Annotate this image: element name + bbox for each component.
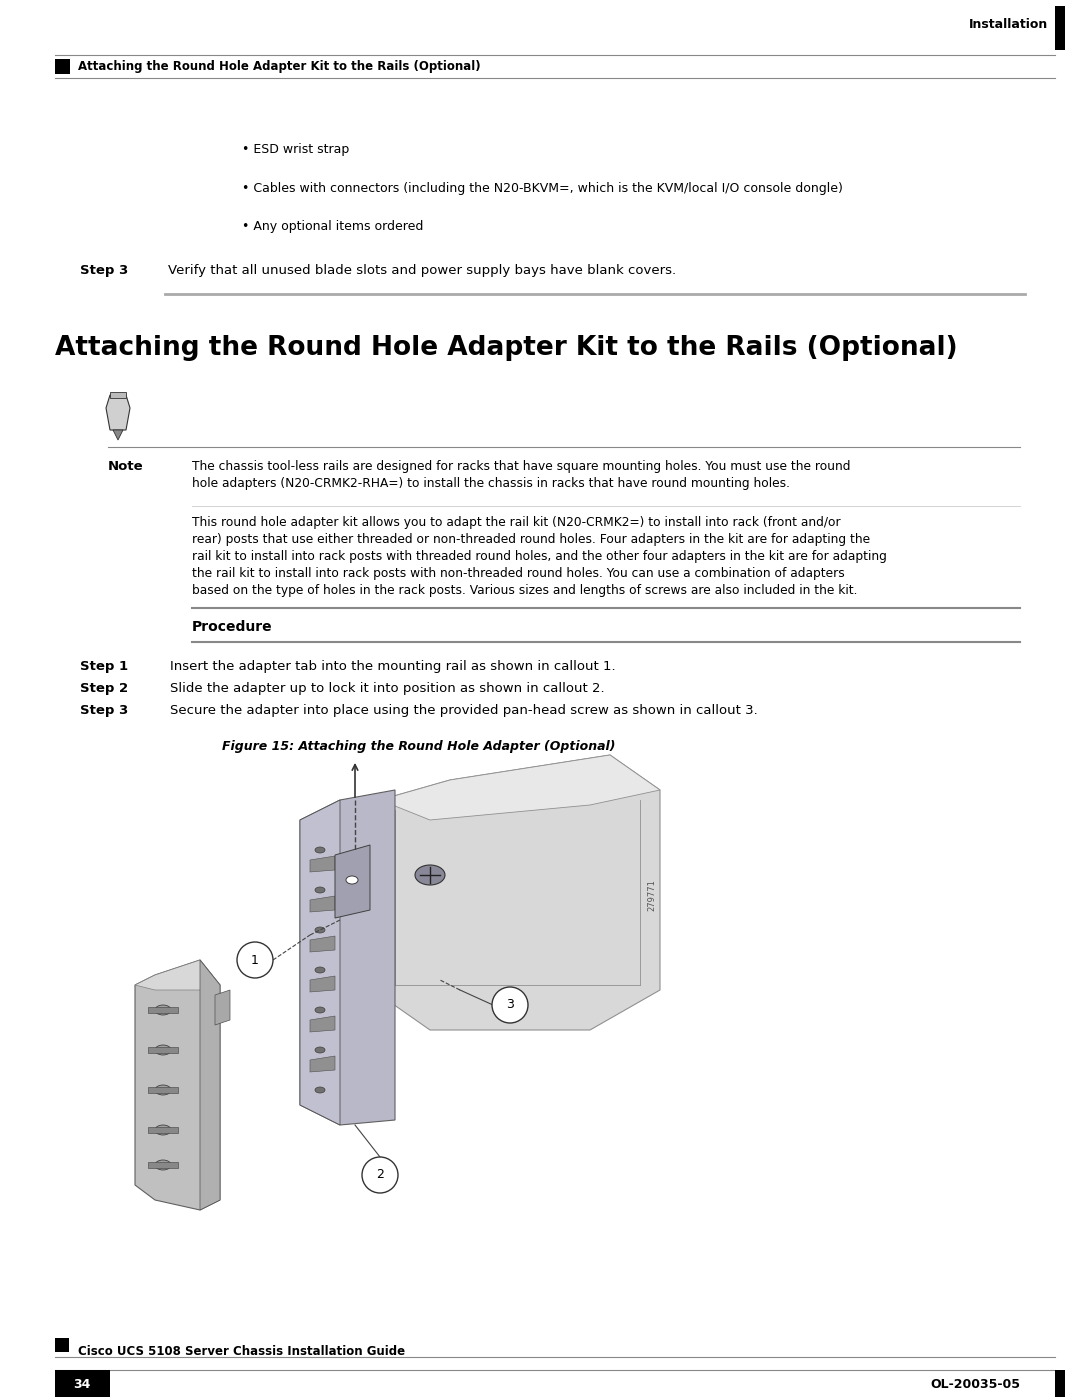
Text: Step 3: Step 3: [80, 704, 129, 717]
Ellipse shape: [315, 967, 325, 972]
Text: 1: 1: [251, 954, 259, 967]
Polygon shape: [135, 960, 220, 990]
Ellipse shape: [315, 1087, 325, 1092]
Text: Figure 15: Attaching the Round Hole Adapter (Optional): Figure 15: Attaching the Round Hole Adap…: [222, 740, 616, 753]
Ellipse shape: [315, 887, 325, 893]
Text: Cisco UCS 5108 Server Chassis Installation Guide: Cisco UCS 5108 Server Chassis Installati…: [78, 1345, 405, 1358]
Polygon shape: [310, 936, 335, 951]
Polygon shape: [380, 754, 660, 820]
Ellipse shape: [315, 1007, 325, 1013]
Ellipse shape: [156, 1045, 171, 1055]
Ellipse shape: [346, 876, 357, 884]
Polygon shape: [200, 960, 220, 1210]
Bar: [1055, 6, 1065, 50]
Text: 2: 2: [376, 1168, 383, 1182]
Text: Step 1: Step 1: [80, 659, 129, 673]
Polygon shape: [300, 789, 395, 1125]
Text: • Any optional items ordered: • Any optional items ordered: [242, 219, 423, 233]
Polygon shape: [310, 895, 335, 912]
Bar: [55, 1370, 110, 1397]
Polygon shape: [106, 395, 130, 430]
Polygon shape: [310, 1056, 335, 1071]
Ellipse shape: [315, 847, 325, 854]
Text: based on the type of holes in the rack posts. Various sizes and lengths of screw: based on the type of holes in the rack p…: [192, 584, 858, 597]
Polygon shape: [215, 990, 230, 1025]
Text: • Cables with connectors (including the N20-BKVM=, which is the KVM/local I/O co: • Cables with connectors (including the …: [242, 182, 842, 196]
Polygon shape: [135, 960, 220, 1210]
Bar: [1055, 1370, 1065, 1397]
Text: the rail kit to install into rack posts with non-threaded round holes. You can u: the rail kit to install into rack posts …: [192, 567, 845, 580]
Text: Step 2: Step 2: [80, 682, 129, 694]
Text: Step 3: Step 3: [80, 264, 129, 277]
Text: 279771: 279771: [648, 879, 657, 911]
Text: • ESD wrist strap: • ESD wrist strap: [242, 142, 349, 156]
Text: Insert the adapter tab into the mounting rail as shown in callout 1.: Insert the adapter tab into the mounting…: [170, 659, 616, 673]
Text: OL-20035-05: OL-20035-05: [930, 1377, 1020, 1390]
Bar: [55, 59, 70, 74]
Polygon shape: [310, 977, 335, 992]
Text: Note: Note: [108, 460, 144, 474]
Ellipse shape: [156, 1125, 171, 1134]
Circle shape: [362, 1157, 399, 1193]
Polygon shape: [148, 1162, 178, 1168]
Ellipse shape: [315, 928, 325, 933]
Text: 3: 3: [507, 999, 514, 1011]
Text: rear) posts that use either threaded or non-threaded round holes. Four adapters : rear) posts that use either threaded or …: [192, 534, 870, 546]
Bar: [55, 1338, 69, 1352]
Ellipse shape: [315, 1046, 325, 1053]
Text: The chassis tool-less rails are designed for racks that have square mounting hol: The chassis tool-less rails are designed…: [192, 460, 851, 474]
Ellipse shape: [156, 1160, 171, 1171]
Polygon shape: [148, 1087, 178, 1092]
Text: Slide the adapter up to lock it into position as shown in callout 2.: Slide the adapter up to lock it into pos…: [170, 682, 605, 694]
Text: This round hole adapter kit allows you to adapt the rail kit (N20-CRMK2=) to ins: This round hole adapter kit allows you t…: [192, 515, 840, 529]
Text: Installation: Installation: [969, 18, 1048, 31]
Text: Attaching the Round Hole Adapter Kit to the Rails (Optional): Attaching the Round Hole Adapter Kit to …: [55, 335, 958, 360]
Text: 34: 34: [73, 1377, 91, 1390]
Text: Procedure: Procedure: [192, 620, 272, 634]
Polygon shape: [113, 430, 123, 440]
Circle shape: [492, 988, 528, 1023]
Circle shape: [237, 942, 273, 978]
Polygon shape: [310, 856, 335, 872]
Polygon shape: [148, 1127, 178, 1133]
Polygon shape: [148, 1046, 178, 1053]
Ellipse shape: [156, 1004, 171, 1016]
Text: Secure the adapter into place using the provided pan-head screw as shown in call: Secure the adapter into place using the …: [170, 704, 758, 717]
Bar: [110, 393, 126, 398]
Ellipse shape: [415, 865, 445, 886]
Polygon shape: [335, 845, 370, 918]
Text: Attaching the Round Hole Adapter Kit to the Rails (Optional): Attaching the Round Hole Adapter Kit to …: [78, 60, 481, 73]
Polygon shape: [148, 1007, 178, 1013]
Text: rail kit to install into rack posts with threaded round holes, and the other fou: rail kit to install into rack posts with…: [192, 550, 887, 563]
Polygon shape: [310, 1016, 335, 1032]
Polygon shape: [300, 800, 340, 1125]
Ellipse shape: [156, 1085, 171, 1095]
Text: hole adapters (N20-CRMK2-RHA=) to install the chassis in racks that have round m: hole adapters (N20-CRMK2-RHA=) to instal…: [192, 476, 789, 490]
Text: Verify that all unused blade slots and power supply bays have blank covers.: Verify that all unused blade slots and p…: [168, 264, 676, 277]
Polygon shape: [380, 754, 660, 1030]
